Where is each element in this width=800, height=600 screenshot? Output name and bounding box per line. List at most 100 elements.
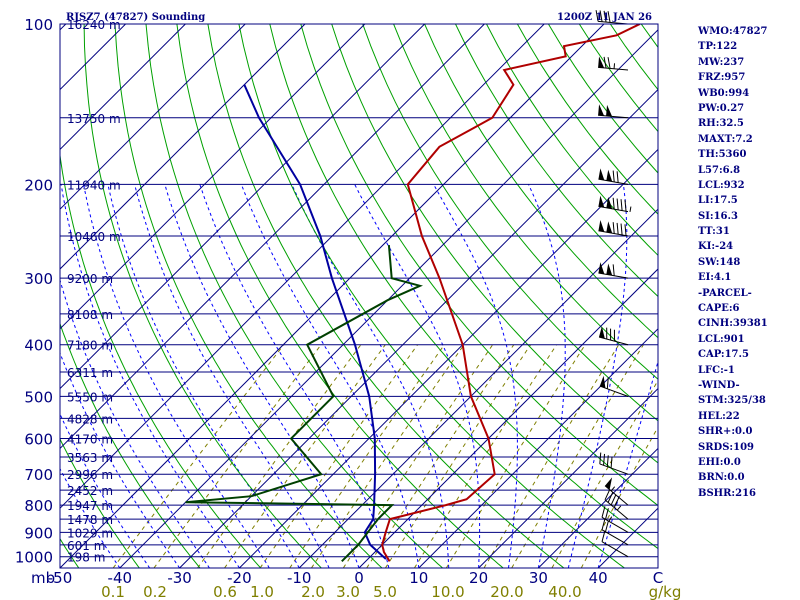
height-label: 10460 m	[67, 230, 121, 244]
isotherm	[179, 88, 658, 568]
index-item: FRZ:957	[698, 72, 746, 84]
mixing-ratio-line	[289, 344, 445, 568]
dry-adiabat	[362, 24, 658, 422]
height-label: 9200 m	[67, 272, 113, 286]
dry-adiabat	[60, 151, 262, 568]
pressure-unit-label: mb	[31, 569, 55, 587]
isotherm	[538, 447, 658, 568]
mixing-ratio-line	[580, 426, 658, 568]
moist-adiabat	[528, 184, 566, 568]
moist-adiabat	[134, 184, 330, 568]
mixing-ratio-tick-label: 10.0	[431, 583, 464, 600]
mixing-ratio-tick-label: 40.0	[548, 583, 581, 600]
dry-adiabat	[176, 24, 504, 568]
height-label: 16240 m	[67, 18, 121, 32]
dry-adiabat	[331, 24, 658, 464]
mixing-ratio-tick-label: 0.6	[213, 583, 237, 600]
index-item: -WIND-	[698, 379, 740, 391]
pressure-tick-label: 700	[24, 466, 53, 484]
height-label: 4828 m	[67, 412, 113, 426]
isotherm	[298, 208, 658, 568]
mixing-ratio-line	[224, 344, 386, 568]
mixing-ratio-line	[310, 344, 465, 568]
mixing-ratio-line	[511, 344, 644, 568]
wind-barb	[598, 104, 629, 119]
height-label: 13750 m	[67, 112, 121, 126]
index-item: TP:122	[698, 41, 738, 53]
wind-barb	[601, 518, 629, 546]
moist-adiabat	[433, 184, 518, 568]
height-label: 4170 m	[67, 433, 113, 447]
valid-time: 1200Z 11 JAN 26	[557, 12, 652, 23]
wind-barb	[604, 477, 629, 506]
height-label: 3563 m	[67, 451, 113, 465]
height-label: 7180 m	[67, 339, 113, 353]
mixing-ratio-line	[153, 344, 322, 568]
height-label: 8108 m	[67, 308, 113, 322]
mixing-ratio-tick-label: 1.0	[250, 583, 274, 600]
mixing-ratio-tick-label: 2.0	[301, 583, 325, 600]
mixing-ratio-line	[413, 344, 558, 568]
isotherm	[60, 24, 366, 330]
wind-barb	[598, 195, 632, 213]
index-item: LI:17.5	[698, 195, 738, 207]
index-item: RH:32.5	[698, 118, 744, 130]
index-item: CINH:39381	[698, 318, 768, 330]
isotherms	[0, 24, 658, 568]
temperature-line	[381, 24, 641, 562]
moist-adiabat	[199, 184, 390, 568]
isotherm	[60, 24, 485, 450]
index-item: SHR+:0.0	[698, 426, 753, 438]
temperature-tick-label: 20	[469, 569, 488, 587]
wind-barb	[598, 326, 629, 346]
isotherm	[60, 24, 306, 270]
height-label: 6311 m	[67, 366, 113, 380]
isobars	[60, 23, 658, 558]
mixing-ratio-line	[483, 344, 620, 568]
index-item: CAPE:6	[698, 303, 740, 315]
dewpoint-line	[185, 245, 423, 563]
moist-adiabat	[597, 359, 658, 568]
pressure-tick-label: 800	[24, 497, 53, 515]
index-item: BSHR:216	[698, 487, 756, 499]
mixing-ratio-tick-label: g/kg	[649, 583, 682, 600]
dewpoint-trace	[185, 245, 423, 563]
height-label: 1029 m	[67, 526, 113, 540]
mixing-ratio-line	[384, 344, 532, 568]
index-item: -PARCEL-	[698, 287, 752, 299]
wind-barb	[601, 506, 629, 533]
isotherm	[478, 387, 658, 568]
index-item: WB0:994	[698, 87, 750, 99]
height-label: 1947 m	[67, 499, 113, 513]
temperature-tick-label: 10	[409, 569, 428, 587]
mixing-ratio-line	[366, 344, 515, 568]
pressure-tick-label: 400	[24, 337, 53, 355]
isotherm	[418, 328, 658, 568]
moist-adiabat	[60, 278, 210, 568]
index-item: EHI:0.0	[698, 456, 741, 468]
index-item: HEL:22	[698, 410, 740, 422]
isotherm	[358, 268, 658, 568]
index-item: SW:148	[698, 256, 741, 268]
temperature-tick-label: -20	[227, 569, 252, 587]
dry-adiabat	[0, 24, 18, 568]
isotherm	[0, 24, 6, 568]
mixing-ratio-lines	[112, 344, 658, 568]
wind-barb	[604, 489, 629, 520]
index-item: WMO:47827	[698, 26, 768, 37]
isotherm	[60, 24, 186, 151]
temperature-tick-label: -30	[167, 569, 192, 587]
dry-adiabat	[60, 322, 201, 568]
pressure-tick-label: 100	[24, 16, 53, 34]
height-label: 1478 m	[67, 513, 113, 527]
temperature-tick-label: -10	[287, 569, 312, 587]
isotherm	[60, 24, 605, 568]
dry-adiabat	[455, 24, 658, 298]
temperature-tick-label: 40	[589, 569, 608, 587]
background-lines	[0, 24, 658, 568]
pressure-tick-label: 1000	[15, 549, 53, 567]
index-item: MAXT:7.2	[698, 133, 753, 145]
index-item: TH:5360	[698, 149, 747, 161]
moist-adiabat	[567, 184, 628, 568]
